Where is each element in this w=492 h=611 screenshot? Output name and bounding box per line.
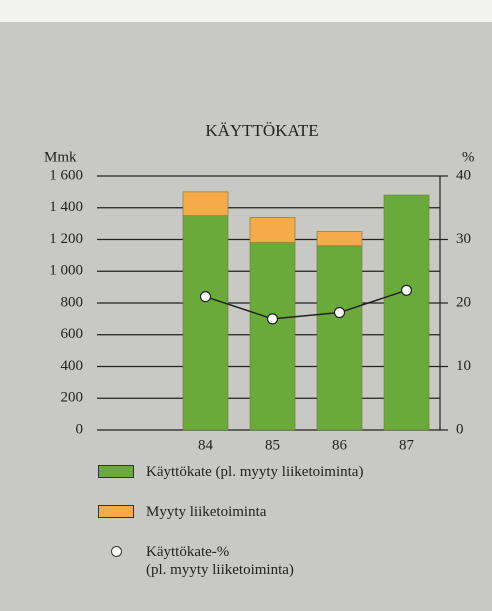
y-axis-label: Mmk (44, 149, 77, 165)
y-tick-label: 600 (61, 326, 84, 342)
x-tick-label: 84 (198, 437, 214, 453)
bar (249, 216, 296, 243)
bar (316, 231, 363, 247)
bar (249, 242, 296, 431)
y2-tick-label: 20 (456, 294, 471, 310)
y-tick-label: 800 (61, 294, 84, 310)
y2-tick-label: 40 (456, 167, 471, 183)
line (205, 289, 407, 320)
bar (182, 191, 229, 216)
legend-label: Käyttökate-% (pl. myyty liiketoiminta) (146, 544, 294, 578)
y-tick-label: 1 200 (49, 231, 83, 247)
bar (182, 215, 229, 431)
legend-swatch (98, 505, 134, 518)
y-tick-label: 200 (61, 390, 84, 406)
legend-label: Myyty liiketoiminta (146, 504, 267, 520)
point (400, 284, 413, 296)
y2-tick-label: 10 (456, 358, 471, 374)
y2-tick-label: 0 (456, 421, 464, 437)
x-tick-label: 86 (332, 437, 348, 453)
top-band (0, 0, 492, 22)
legend-label: Käyttökate (pl. myyty liiketoiminta) (146, 464, 364, 480)
bar (316, 245, 363, 431)
point (266, 313, 279, 325)
y2-tick-label: 30 (456, 231, 471, 247)
y-tick-label: 1 400 (49, 199, 83, 215)
y-tick-label: 1 000 (49, 263, 83, 279)
point (199, 291, 212, 303)
x-tick-label: 87 (399, 437, 415, 453)
y-tick-label: 0 (76, 421, 84, 437)
legend-swatch (98, 465, 134, 478)
y-tick-label: 400 (61, 358, 84, 374)
x-tick-label: 85 (265, 437, 280, 453)
chart-title: KÄYTTÖKATE (205, 121, 318, 140)
y2-axis-label: % (462, 149, 475, 165)
point (333, 306, 346, 319)
legend-swatch (111, 546, 122, 557)
y-tick-label: 1 600 (49, 167, 83, 183)
bar (383, 194, 430, 431)
